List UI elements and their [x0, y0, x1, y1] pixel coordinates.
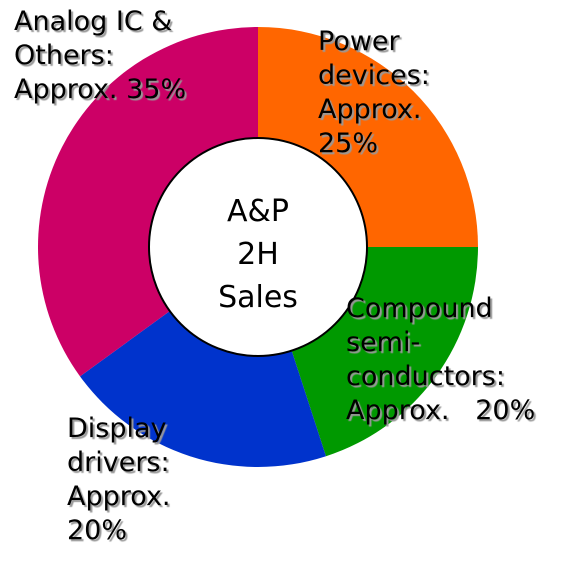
- value-label: Approx. 35%: [14, 74, 187, 105]
- slice-label: Analog IC & Others: Approx. 35%: [14, 5, 234, 107]
- category-label: Power devices:: [318, 26, 430, 91]
- slice-label: Compound semi-conductors: Approx. 20%: [346, 292, 571, 428]
- donut-hole: [148, 137, 368, 357]
- slice-label: Power devices: Approx. 25%: [318, 25, 478, 161]
- value-label: Approx. 20%: [67, 481, 171, 546]
- category-label: Compound semi-conductors:: [346, 293, 505, 392]
- value-label: Approx. 20%: [346, 395, 536, 426]
- center-label: A&P 2H Sales: [218, 194, 298, 315]
- value-label: Approx. 25%: [318, 94, 422, 159]
- category-label: Display drivers:: [67, 413, 170, 478]
- slice-label: Display drivers: Approx. 20%: [67, 412, 197, 548]
- slice: [38, 27, 259, 377]
- category-label: Analog IC & Others:: [14, 6, 173, 71]
